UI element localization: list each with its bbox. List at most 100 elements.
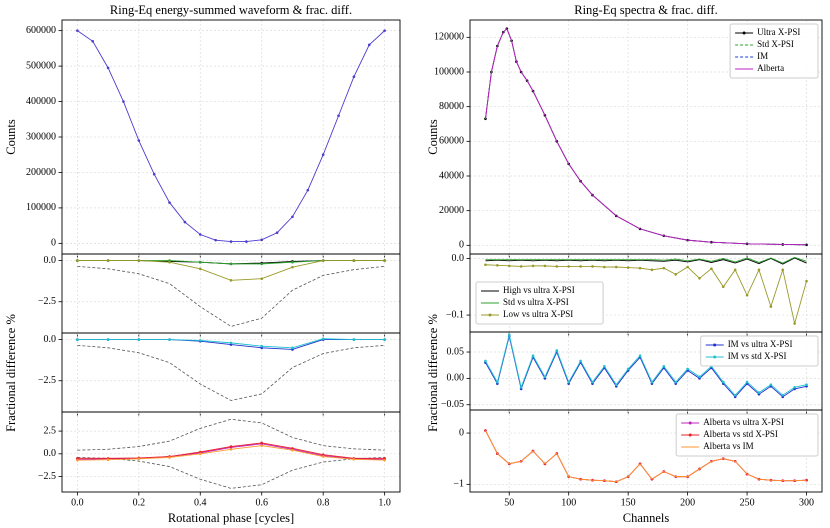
- series-line: [485, 256, 807, 264]
- legend-box: [729, 23, 819, 79]
- x-tick-label: 250: [740, 497, 755, 508]
- point: [260, 444, 264, 447]
- point: [543, 264, 547, 268]
- point: [198, 233, 202, 236]
- y-tick-label: 60000: [439, 136, 464, 147]
- point: [781, 268, 785, 272]
- x-tick-label: 0.2: [133, 497, 146, 508]
- point: [710, 267, 713, 270]
- point: [674, 380, 678, 384]
- point: [519, 265, 523, 268]
- y-tick-label: 0.0: [452, 253, 465, 264]
- point: [769, 305, 773, 308]
- x-tick-label: 150: [621, 497, 636, 508]
- point: [76, 259, 79, 262]
- point: [591, 380, 594, 384]
- point: [519, 386, 523, 389]
- point: [745, 293, 749, 297]
- series-line: [485, 430, 807, 483]
- frame: [61, 411, 401, 493]
- chart-title: Ring-Eq energy-summed waveform & frac. d…: [110, 3, 352, 17]
- point: [168, 201, 171, 204]
- point: [721, 285, 725, 289]
- y-tick-label: 0.0: [44, 448, 57, 459]
- frame: [61, 253, 401, 334]
- point: [698, 375, 701, 379]
- legend-label: Low vs ultra X-PSI: [503, 309, 573, 319]
- y-tick-label: 0.05: [447, 346, 465, 357]
- x-tick-label: 0.0: [71, 497, 84, 508]
- y-tick-label: −2.5: [38, 471, 56, 482]
- point: [76, 29, 79, 32]
- legend-marker: [713, 355, 717, 359]
- point: [229, 240, 233, 243]
- y-tick-label: 0: [459, 427, 464, 438]
- legend-marker: [688, 433, 692, 437]
- y-tick-label: 2.5: [44, 425, 57, 436]
- y-tick-label: 0.0: [44, 255, 57, 266]
- point: [781, 393, 785, 397]
- legend-marker: [688, 421, 692, 425]
- series-line: [77, 418, 385, 451]
- chart-title: Ring-Eq spectra & frac. diff.: [574, 3, 717, 17]
- point: [769, 383, 773, 387]
- point: [638, 354, 642, 358]
- frame: [469, 409, 823, 493]
- point: [626, 367, 630, 371]
- point: [245, 240, 248, 243]
- point: [650, 268, 654, 272]
- series-line: [485, 257, 807, 265]
- point: [603, 265, 606, 269]
- point: [531, 354, 535, 358]
- point: [291, 265, 294, 269]
- x-axis-label: Rotational phase [cycles]: [168, 511, 294, 525]
- y-tick-label: 400000: [26, 96, 56, 107]
- point: [352, 75, 356, 79]
- point: [106, 66, 110, 70]
- point: [275, 231, 279, 235]
- x-tick-label: 0.8: [317, 497, 330, 508]
- point: [198, 267, 202, 271]
- y-tick-label: −2.5: [38, 296, 56, 307]
- point: [383, 457, 386, 460]
- point: [579, 359, 582, 363]
- legend-marker: [742, 31, 746, 35]
- y-tick-label: 500000: [26, 60, 56, 71]
- point: [321, 455, 325, 458]
- x-tick-label: 0.4: [194, 497, 207, 508]
- legend-marker: [488, 313, 492, 317]
- point: [555, 349, 559, 352]
- point: [106, 338, 110, 341]
- legend-label: IM vs ultra X-PSI: [728, 339, 793, 349]
- y-tick-label: −0.1: [446, 309, 464, 320]
- point: [555, 265, 559, 268]
- point: [591, 265, 594, 268]
- point: [106, 259, 110, 262]
- point: [76, 458, 79, 462]
- x-axis-label: Channels: [623, 511, 670, 525]
- point: [650, 380, 654, 384]
- legend-label: Ultra X-PSI: [757, 27, 800, 37]
- point: [321, 337, 325, 341]
- point: [152, 172, 156, 176]
- y-tick-label: 0.00: [447, 373, 465, 384]
- point: [567, 265, 571, 268]
- point: [579, 265, 582, 268]
- series-line: [485, 336, 807, 398]
- point: [757, 268, 761, 272]
- legend-marker: [713, 343, 717, 347]
- point: [674, 273, 678, 276]
- point: [214, 238, 217, 242]
- series-line: [485, 27, 807, 246]
- point: [321, 153, 325, 157]
- point: [168, 338, 171, 341]
- point: [291, 260, 294, 264]
- legend-label: IM vs std X-PSI: [728, 351, 787, 361]
- series-line: [77, 344, 385, 401]
- point: [260, 262, 264, 266]
- point: [484, 359, 487, 363]
- point: [531, 264, 535, 268]
- point: [543, 375, 547, 379]
- point: [137, 338, 141, 341]
